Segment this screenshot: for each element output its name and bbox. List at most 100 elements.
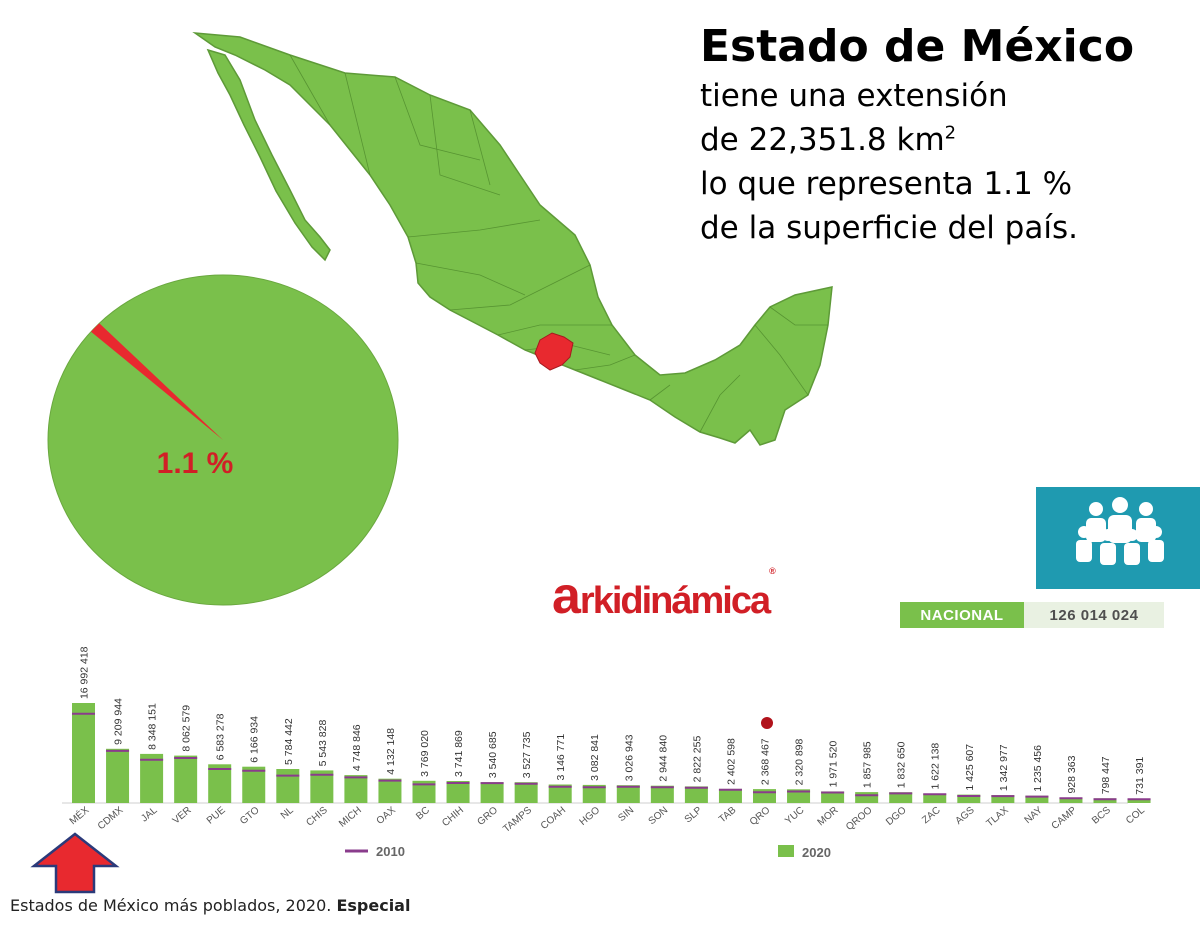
category-label-NAY: NAY [1023,805,1046,826]
legend-2020-swatch [778,845,794,857]
headline-block: Estado de México tiene una extensión de … [700,20,1190,250]
value-label-MOR: 1 971 520 [828,741,840,788]
value-label-SON: 2 944 840 [657,735,669,782]
value-label-HGO: 3 082 841 [589,734,601,781]
mexico-map [192,32,833,446]
value-label-TAMPS: 3 527 735 [521,731,533,778]
value-label-TAB: 2 402 598 [725,738,737,785]
category-label-CHIH: CHIH [440,805,466,829]
category-label-JAL: JAL [139,805,160,825]
category-label-CAMP: CAMP [1050,805,1079,832]
value-label-YUC: 2 320 898 [794,738,806,785]
bar-2020-COAH [548,784,572,803]
bar-2020-JAL [140,753,164,803]
bar-2020-VER [174,755,198,803]
people-group-icon [1076,497,1164,565]
value-label-AGS: 1 425 607 [964,744,976,791]
category-label-GRO: GRO [476,805,501,828]
estado-de-mexico-shape [534,332,574,371]
value-label-BCS: 798 447 [1100,756,1112,794]
bar-2020-BCS [1093,798,1117,803]
value-label-VER: 8 062 579 [181,705,193,752]
value-label-NAY: 1 235 456 [1032,745,1044,792]
value-label-JAL: 8 348 151 [147,703,159,750]
pie-percent-label: 1.1 % [157,447,234,480]
value-label-BC: 3 769 020 [419,730,431,777]
population-bar-chart: 16 992 418 MÉX 9 209 944 CDMX 8 348 151 JAL 8 … [62,646,1151,860]
bar-2020-GRO [480,782,504,803]
category-label-DGO: DGO [884,805,909,828]
category-label-COAH: COAH [539,805,568,832]
value-label-COAH: 3 146 771 [555,734,567,781]
value-label-MICH: 4 748 846 [351,724,363,771]
map-of-mexico-icon [192,32,833,446]
bar-2020-TAB [718,788,742,803]
bar-2020-PUE [208,764,232,803]
value-label-QROO: 1 857 985 [862,741,874,788]
image-caption: Estados de México más poblados, 2020. Es… [10,896,410,915]
value-label-GRO: 3 540 685 [487,731,499,778]
bar-2020-SIN [616,785,640,803]
value-label-SLP: 2 822 255 [691,736,703,783]
value-label-QRO: 2 368 467 [760,738,772,785]
national-total: NACIONAL 126 014 024 [900,602,1164,628]
highlight-dot [761,717,773,729]
headline-title: Estado de México [700,21,1135,72]
value-label-CDMX: 9 209 944 [113,698,125,745]
bar-2020-TAMPS [514,782,538,803]
headline-line-3: lo que representa 1.1 % [700,166,1073,202]
value-label-MÉX: 16 992 418 [79,646,91,699]
headline-line-1: tiene una extensión [700,78,1008,114]
headline-line-4: de la superficie del país. [700,210,1078,246]
legend-2010-label: 2010 [376,844,405,859]
value-label-PUE: 6 583 278 [215,713,227,760]
category-label-ZAC: ZAC [920,805,942,826]
category-label-AGS: AGS [953,805,977,827]
category-label-HGO: HGO [578,805,603,828]
bar-2020-CHIH [446,781,470,803]
category-label-CDMX: CDMX [96,805,126,833]
category-label-BC: BC [414,805,432,822]
bar-2020-BC [412,780,436,803]
bar-2020-MICH [344,775,368,803]
national-label: NACIONAL [900,602,1024,628]
bar-2020-YUC [787,789,811,803]
red-up-arrow-icon [30,832,120,894]
brand-registered: ® [769,566,776,576]
category-label-PUE: PUE [205,805,228,827]
bar-2020-QROO [855,792,879,803]
legend-2020-label: 2020 [802,845,831,860]
headline-line-2: de 22,351.8 km2 [700,118,1190,162]
bar-2020-OAX [378,778,402,803]
national-value: 126 014 024 [1024,602,1164,628]
category-label-TAMPS: TAMPS [501,805,534,835]
pie-slice-estado-de-mexico [91,323,223,440]
category-label-BCS: BCS [1090,805,1113,827]
bar-2020-TLAX [991,795,1015,803]
pie-chart: 1.1 % [47,274,399,606]
category-label-MICH: MICH [337,805,364,830]
bar-2020-QRO [753,789,776,803]
category-label-SIN: SIN [616,805,636,824]
bar-2020-MOR [821,791,845,803]
bar-2020-MÉX [72,703,95,803]
category-label-NL: NL [279,805,296,822]
category-label-QRO: QRO [748,805,773,828]
category-label-TLAX: TLAX [985,805,1011,830]
category-label-TAB: TAB [717,805,739,826]
category-label-OAX: OAX [375,805,399,827]
bar-2020-COL [1127,798,1151,803]
value-label-CHIH: 3 741 869 [453,730,465,777]
category-label-CHIS: CHIS [304,805,330,829]
brand-rest: rkidinámica [579,580,771,622]
bar-2020-SLP [684,786,708,803]
bar-2020-CDMX [106,748,130,803]
category-label-VER: VER [171,805,194,827]
category-label-MÉX: MÉX [66,803,91,827]
bar-2020-CAMP [1059,797,1083,803]
caption-text: Estados de México más poblados, 2020. [10,896,332,915]
bar-2020-GTO [242,766,266,803]
category-label-SON: SON [647,805,671,827]
bar-2020-ZAC [923,793,947,803]
population-badge [1036,487,1200,589]
